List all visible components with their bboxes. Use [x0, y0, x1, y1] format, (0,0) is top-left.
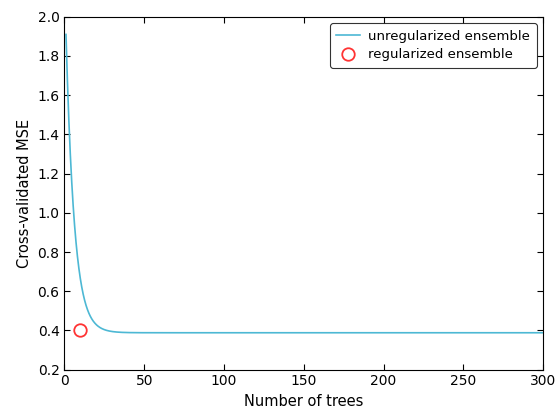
Legend: unregularized ensemble, regularized ensemble: unregularized ensemble, regularized ense… — [330, 24, 536, 68]
Y-axis label: Cross-validated MSE: Cross-validated MSE — [17, 118, 32, 268]
unregularized ensemble — [295, 330, 301, 335]
unregularized ensemble — [540, 330, 547, 335]
unregularized ensemble — [526, 330, 533, 335]
unregularized ensemble — [87, 314, 94, 319]
unregularized ensemble — [438, 330, 445, 335]
unregularized ensemble — [63, 32, 69, 37]
Line: unregularized ensemble: unregularized ensemble — [66, 34, 543, 333]
X-axis label: Number of trees: Number of trees — [244, 394, 363, 409]
unregularized ensemble — [282, 330, 289, 335]
unregularized ensemble — [526, 330, 533, 335]
unregularized ensemble — [386, 330, 393, 335]
